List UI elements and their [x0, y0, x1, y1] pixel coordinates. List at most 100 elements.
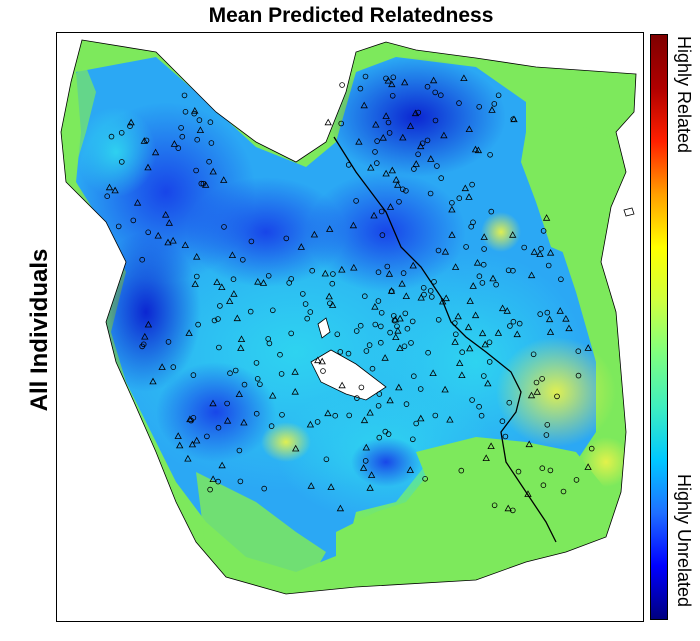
sample-circle: [354, 395, 360, 401]
sample-circle: [265, 336, 272, 342]
sample-circle: [366, 342, 373, 348]
sample-triangle: [321, 269, 329, 277]
sample-circle: [506, 399, 513, 406]
sample-circle: [538, 245, 544, 252]
sample-circle: [179, 133, 186, 140]
sample-triangle: [464, 323, 473, 331]
sample-circle: [332, 412, 339, 419]
sample-triangle: [226, 297, 234, 305]
sample-triangle: [527, 271, 536, 279]
sample-circle: [377, 323, 384, 330]
sample-triangle: [188, 440, 197, 448]
sample-circle: [378, 309, 385, 316]
sample-triangle: [181, 241, 189, 249]
sample-triangle: [237, 344, 245, 351]
sample-triangle: [385, 270, 394, 277]
sample-circle: [369, 365, 376, 372]
sample-triangle: [254, 277, 262, 285]
sample-circle: [376, 434, 383, 441]
sample-circle: [403, 401, 410, 407]
sample-circle: [481, 246, 487, 252]
sample-circle: [488, 208, 495, 215]
sample-triangle: [504, 504, 512, 512]
sample-circle: [509, 507, 516, 514]
sample-circle: [277, 351, 283, 358]
sample-circle: [478, 412, 485, 419]
sample-circle: [361, 293, 368, 300]
sample-circle: [544, 309, 551, 316]
sample-triangle: [350, 263, 358, 271]
sample-circle: [379, 232, 386, 238]
sample-circle: [480, 261, 487, 268]
sample-circle: [265, 273, 272, 279]
sample-circle: [558, 276, 564, 283]
sample-triangle: [269, 391, 277, 399]
sample-triangle: [392, 333, 400, 341]
sample-triangle: [460, 74, 468, 81]
sample-circle: [547, 467, 554, 474]
sample-circle: [338, 120, 345, 127]
sample-circle: [510, 318, 517, 325]
sample-triangle: [513, 330, 521, 338]
sample-circle: [540, 228, 547, 234]
sample-triangle: [406, 466, 414, 473]
sample-triangle: [525, 440, 533, 448]
sample-circle: [207, 119, 214, 125]
sample-triangle: [394, 181, 402, 188]
sample-triangle: [325, 292, 333, 300]
sample-circle: [143, 137, 150, 144]
sample-triangle: [406, 122, 415, 129]
sample-triangle: [565, 324, 573, 332]
sample-circle: [194, 273, 200, 280]
sample-circle: [363, 348, 370, 354]
sample-triangle: [427, 155, 435, 162]
sample-circle: [182, 109, 189, 115]
sample-circle: [346, 412, 353, 419]
sample-circle: [257, 381, 263, 388]
sample-triangle: [324, 118, 332, 126]
sample-triangle: [291, 387, 299, 395]
sample-circle: [288, 276, 295, 282]
sample-triangle: [489, 274, 497, 282]
sample-triangle: [482, 454, 490, 462]
sample-triangle: [469, 282, 477, 289]
sample-circle: [372, 321, 379, 328]
sample-circle: [283, 235, 290, 242]
sample-triangle: [471, 311, 480, 319]
sample-triangle: [417, 142, 425, 150]
sample-triangle: [391, 315, 399, 323]
sample-circle: [377, 339, 384, 346]
sample-circle: [206, 158, 212, 165]
sample-triangle: [545, 315, 554, 323]
lake: [317, 317, 331, 339]
sample-circle: [216, 344, 222, 351]
sample-circle: [270, 307, 276, 314]
sample-circle: [386, 130, 393, 136]
sample-triangle: [533, 388, 541, 395]
sample-triangle: [366, 484, 374, 491]
sample-triangle: [184, 454, 192, 462]
sample-triangle: [209, 399, 217, 407]
sample-circle: [268, 423, 275, 429]
sample-triangle: [556, 307, 564, 314]
sample-circle: [178, 125, 184, 131]
sample-circle: [502, 433, 509, 440]
sample-triangle: [381, 354, 389, 361]
sample-triangle: [240, 418, 248, 426]
sample-circle: [357, 322, 364, 329]
sample-circle: [410, 373, 417, 380]
sample-circle: [175, 145, 182, 151]
sample-triangle: [386, 396, 394, 404]
sample-triangle: [473, 258, 482, 266]
sample-circle: [208, 140, 215, 146]
sample-circle: [432, 117, 439, 124]
sample-circle: [165, 339, 172, 345]
sample-triangle: [318, 357, 326, 365]
sample-triangle: [306, 420, 315, 428]
sample-circle: [358, 384, 365, 391]
sample-circle: [486, 359, 493, 365]
sample-triangle: [488, 106, 496, 113]
sample-triangle: [458, 371, 466, 379]
sample-circle: [375, 269, 382, 276]
sample-triangle: [169, 236, 177, 244]
